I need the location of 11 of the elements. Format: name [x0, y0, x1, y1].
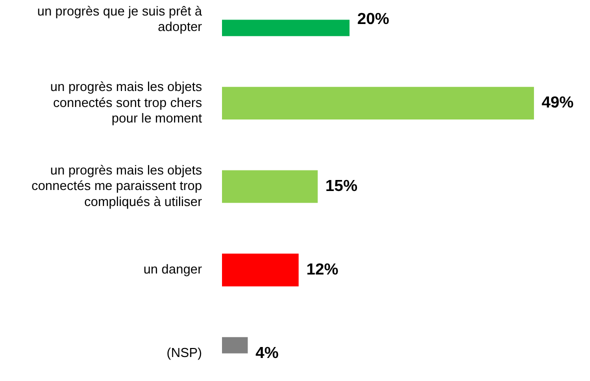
y-tick-label: un progrès que je suis prêt à adopter — [37, 4, 203, 34]
y-tick-label: un danger — [143, 262, 203, 277]
y-tick-label: (NSP) — [166, 344, 202, 360]
data-label: 15% — [325, 178, 358, 196]
data-label: 49% — [542, 94, 574, 112]
data-label: 12% — [306, 261, 338, 278]
bar — [222, 170, 318, 203]
y-tick-label: un progrès mais les objets connectés sont trop chers pour le moment — [50, 79, 202, 126]
data-label: 20% — [357, 11, 390, 28]
data-label: 4% — [255, 344, 279, 362]
y-tick-label: un progrès mais les objets connectés me paraissent trop compliqués à utiliser — [31, 162, 203, 209]
